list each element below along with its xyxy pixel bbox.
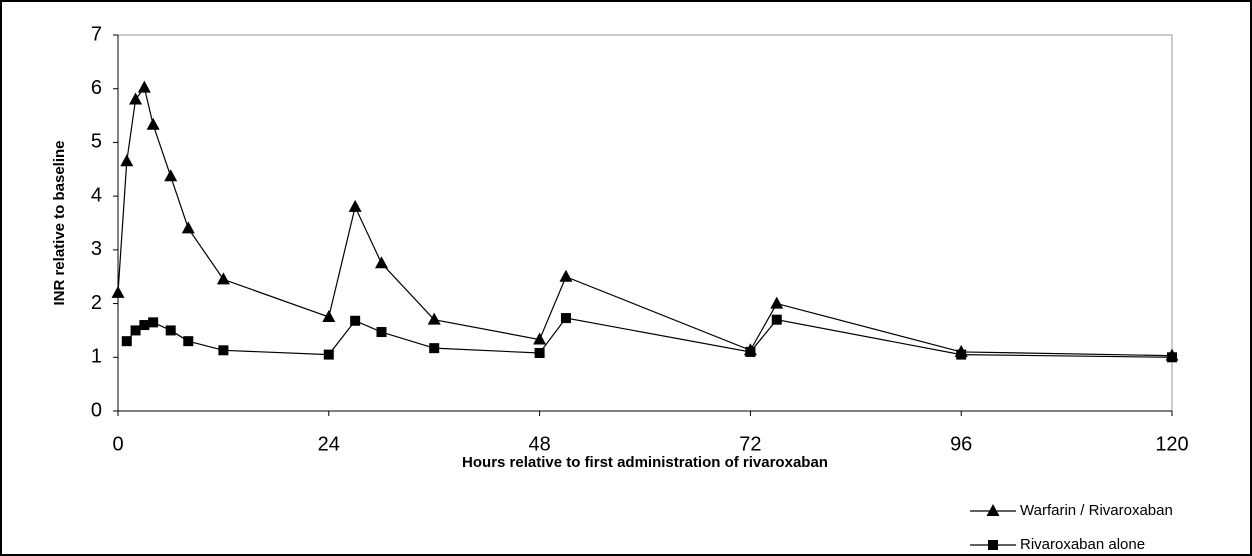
x-tick-label: 96 [950, 433, 972, 455]
y-tick-label: 3 [91, 238, 102, 260]
x-tick-label: 0 [112, 433, 123, 455]
x-tick-label: 72 [739, 433, 761, 455]
y-tick-label: 5 [91, 131, 102, 153]
data-point [429, 343, 440, 354]
data-point [165, 325, 176, 336]
x-tick-label: 24 [318, 433, 340, 455]
y-tick-label: 1 [91, 346, 102, 368]
data-point [559, 269, 573, 282]
data-point [130, 325, 141, 336]
data-point [745, 346, 756, 357]
data-point [533, 332, 547, 345]
data-point [216, 272, 230, 285]
data-point [560, 313, 571, 324]
data-point [427, 312, 441, 325]
data-point [120, 154, 134, 167]
data-point [111, 285, 125, 298]
data-point [129, 92, 143, 105]
data-point [139, 320, 150, 331]
y-tick-label: 6 [91, 77, 102, 99]
data-point [323, 349, 334, 360]
data-point [164, 169, 178, 182]
x-tick-label: 48 [528, 433, 550, 455]
x-axis-title: Hours relative to first administration o… [462, 454, 828, 471]
y-tick-label: 7 [91, 23, 102, 45]
y-tick-label: 0 [91, 399, 102, 421]
data-point [376, 327, 387, 338]
data-point [148, 317, 159, 328]
data-point [956, 349, 967, 360]
data-point [770, 296, 784, 309]
data-point [322, 310, 336, 322]
y-tick-label: 4 [91, 184, 102, 206]
data-point [183, 336, 194, 347]
data-point [771, 314, 782, 325]
legend-label: Warfarin / Rivaroxaban [1020, 502, 1173, 519]
data-point [1167, 352, 1177, 363]
data-point [137, 80, 151, 93]
x-tick-label: 120 [1155, 433, 1188, 455]
y-axis-title: INR relative to baseline [51, 140, 68, 305]
data-point [534, 347, 545, 358]
data-point [218, 345, 229, 356]
data-point [350, 315, 361, 326]
legend-marker [988, 540, 998, 550]
data-point [348, 199, 362, 212]
data-point [146, 117, 160, 130]
data-point [121, 336, 132, 347]
legend-marker [986, 504, 1000, 516]
legend-label: Rivaroxaban alone [1020, 536, 1145, 553]
y-tick-label: 2 [91, 292, 102, 314]
data-point [375, 256, 388, 269]
data-point [181, 221, 195, 234]
